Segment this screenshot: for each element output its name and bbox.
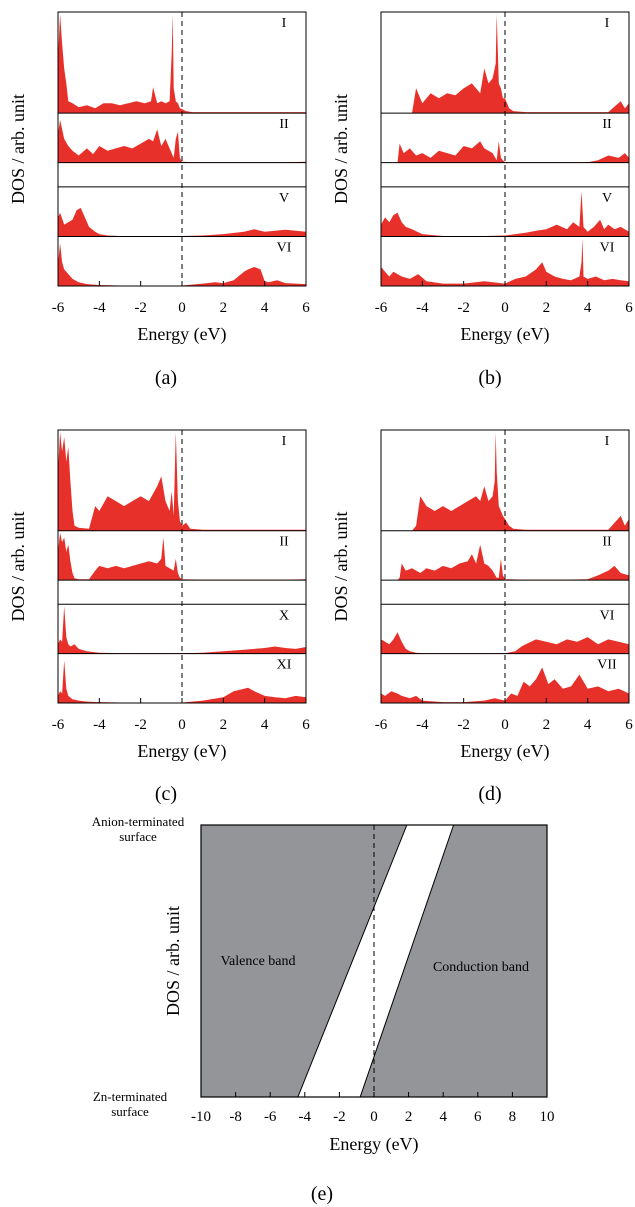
x-tick-label: 2 — [543, 300, 551, 316]
x-tick-label: -8 — [229, 1109, 242, 1125]
panel-label-d-4: VI — [600, 608, 615, 623]
x-tick-label: -2 — [457, 717, 470, 733]
x-tick-label: 4 — [584, 717, 592, 733]
dos-series-c-1 — [58, 432, 306, 531]
x-tick-label: -6 — [52, 717, 65, 733]
x-tick-label: 10 — [540, 1109, 555, 1125]
x-tick-label: 6 — [625, 300, 633, 316]
panel-label-a-2: II — [279, 117, 289, 132]
dos-series-d-4 — [381, 632, 629, 654]
panel-label-a-5: VI — [277, 240, 292, 255]
panel-label-b-1: I — [605, 16, 610, 31]
x-tick-label: -4 — [299, 1109, 312, 1125]
x-tick-label: 2 — [405, 1109, 413, 1125]
x-tick-label: 2 — [220, 717, 228, 733]
x-tick-label: -4 — [416, 300, 429, 316]
dos-series-b-1 — [381, 14, 629, 114]
panel-label-c-1: I — [282, 434, 287, 449]
chart-e: -10 -8 -6 -4 -2 0 2 4 6 8 10 Energy (eV) DOS / arb. … — [92, 814, 555, 1205]
panel-label-a-1: I — [282, 16, 287, 31]
x-tick-label: 6 — [302, 717, 310, 733]
y-axis-label: DOS / arb. unit — [8, 512, 28, 622]
anion-terminated-label: Anion-terminated — [92, 814, 185, 829]
dos-series-a-1 — [58, 14, 306, 114]
x-tick-label: 4 — [261, 300, 269, 316]
dos-series-b-2 — [381, 141, 629, 163]
dos-series-b-4 — [381, 191, 629, 237]
panel-label-b-5: VI — [600, 240, 615, 255]
x-tick-label: -6 — [375, 300, 388, 316]
panel-label-d-1: I — [605, 434, 610, 449]
x-axis-label: Energy (eV) — [460, 741, 549, 762]
x-tick-label: 2 — [220, 300, 228, 316]
zn-terminated-label: Zn-terminated — [93, 1089, 168, 1104]
x-tick-label: 8 — [509, 1109, 517, 1125]
dos-series-a-4 — [58, 207, 306, 237]
y-axis-label: DOS / arb. unit — [331, 94, 351, 204]
x-tick-label: 0 — [178, 717, 186, 733]
x-tick-label: 0 — [501, 717, 509, 733]
x-tick-label: 2 — [543, 717, 551, 733]
x-tick-label: -4 — [416, 717, 429, 733]
dos-series-c-5 — [58, 660, 306, 703]
x-tick-label: 4 — [584, 300, 592, 316]
x-axis-label: Energy (eV) — [460, 324, 549, 345]
y-axis-label: DOS / arb. unit — [163, 906, 183, 1016]
dos-series-d-2 — [381, 544, 629, 581]
x-tick-label: -4 — [93, 300, 106, 316]
y-axis-label: DOS / arb. unit — [8, 94, 28, 204]
x-tick-label: 6 — [302, 300, 310, 316]
subfigure-caption: (b) — [478, 367, 501, 389]
x-tick-label: 0 — [178, 300, 186, 316]
panel-label-c-5: XI — [277, 658, 292, 673]
x-tick-label: 0 — [370, 1109, 378, 1125]
dos-series-a-5 — [58, 243, 306, 286]
x-tick-label: 4 — [261, 717, 269, 733]
panel-label-d-5: VII — [597, 658, 617, 673]
dos-series-b-5 — [381, 238, 629, 286]
x-tick-label: -2 — [457, 300, 470, 316]
panel-label-c-2: II — [279, 535, 289, 550]
anion-terminated-label-2: surface — [119, 829, 157, 844]
conduction-band-label: Conduction band — [433, 960, 529, 975]
x-axis-label: Energy (eV) — [137, 741, 226, 762]
x-tick-label: -2 — [134, 717, 147, 733]
x-tick-label: -2 — [333, 1109, 346, 1125]
x-tick-label: 0 — [501, 300, 509, 316]
panel-label-b-2: II — [602, 117, 612, 132]
panel-label-b-4: V — [602, 191, 612, 206]
x-tick-label: -4 — [93, 717, 106, 733]
y-axis-label: DOS / arb. unit — [331, 512, 351, 622]
panel-label-a-4: V — [279, 191, 289, 206]
x-tick-label: 6 — [474, 1109, 482, 1125]
dos-series-a-2 — [58, 119, 306, 163]
subfigure-caption: (d) — [478, 783, 501, 805]
subfigure-caption: (a) — [155, 367, 177, 389]
dos-series-c-4 — [58, 606, 306, 654]
x-tick-label: -2 — [134, 300, 147, 316]
x-tick-label: 4 — [439, 1109, 447, 1125]
x-tick-label: 6 — [625, 717, 633, 733]
x-tick-label: -6 — [52, 300, 65, 316]
dos-series-d-5 — [381, 667, 629, 703]
x-tick-label: -6 — [375, 717, 388, 733]
x-axis-label: Energy (eV) — [137, 324, 226, 345]
valence-band-label: Valence band — [220, 954, 295, 969]
panel-label-d-2: II — [602, 535, 612, 550]
subfigure-caption: (c) — [155, 783, 177, 805]
zn-terminated-label-2: surface — [111, 1104, 149, 1119]
subfigure-caption: (e) — [311, 1183, 333, 1205]
panel-label-c-4: X — [279, 608, 289, 623]
dos-series-c-2 — [58, 532, 306, 581]
x-tick-label: -10 — [191, 1109, 211, 1125]
x-tick-label: -6 — [264, 1109, 277, 1125]
x-axis-label: Energy (eV) — [329, 1134, 418, 1155]
